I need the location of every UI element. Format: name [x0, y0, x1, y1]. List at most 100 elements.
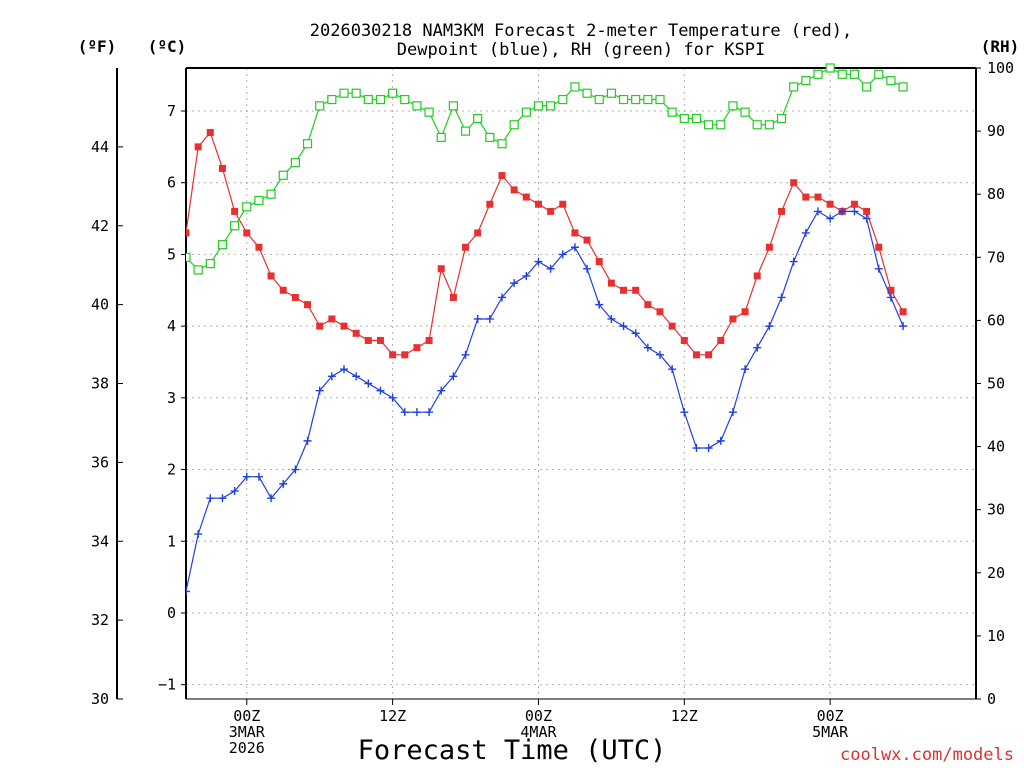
rh-tick-label: 40 — [987, 438, 1005, 456]
dewpoint-point — [874, 264, 883, 273]
rh-point — [570, 82, 580, 92]
temperature-point — [814, 193, 822, 201]
temperature-point — [243, 229, 251, 237]
rh-tick-label: 70 — [987, 248, 1005, 266]
celsius-tick-label: 5 — [167, 245, 176, 263]
dewpoint-point — [498, 293, 506, 302]
temperature-point — [547, 207, 555, 215]
dewpoint-point — [242, 472, 251, 481]
temperature-point — [522, 193, 530, 201]
x-tick-label: 00Z — [525, 707, 552, 725]
dewpoint-point — [643, 343, 652, 352]
x-axis-label: Forecast Time (UTC) — [358, 735, 667, 766]
fahrenheit-tick-label: 30 — [91, 690, 109, 708]
dewpoint-point — [814, 207, 822, 216]
dewpoint-point — [412, 408, 421, 417]
rh-point — [460, 126, 471, 136]
dewpoint-point — [899, 322, 908, 331]
dewpoint-point — [619, 322, 628, 331]
rh-point — [825, 63, 835, 73]
temperature-point — [765, 243, 773, 251]
rh-point — [789, 82, 799, 92]
temperature-point — [668, 322, 676, 330]
rh-point — [716, 120, 726, 130]
temperature-point — [753, 272, 761, 280]
dewpoint-point — [583, 264, 592, 273]
temperature-point — [729, 315, 737, 323]
dewpoint-point — [826, 214, 835, 223]
rh-point — [533, 101, 544, 111]
dewpoint-point — [449, 372, 458, 381]
temperature-point — [559, 200, 567, 208]
x-tick-label: 00Z — [817, 707, 844, 725]
dewpoint-point — [534, 257, 543, 266]
rh-point — [679, 113, 689, 124]
temperature-point — [680, 336, 688, 344]
rh-tick-label: 80 — [987, 185, 1005, 203]
dewpoint-point — [668, 365, 677, 374]
rh-point — [764, 120, 774, 130]
dewpoint-point — [741, 365, 750, 374]
rh-point — [351, 88, 361, 98]
temperature-point — [620, 286, 628, 294]
rh-point — [618, 94, 629, 105]
temperature-point — [534, 200, 542, 208]
fahrenheit-tick-label: 34 — [91, 532, 109, 550]
rh-point — [302, 139, 313, 149]
celsius-tick-label: 7 — [167, 102, 176, 120]
dewpoint-point — [716, 436, 725, 445]
rh-point — [801, 76, 811, 86]
fahrenheit-tick-label: 44 — [91, 138, 109, 156]
rh-point — [837, 69, 847, 79]
rh-point — [509, 120, 519, 130]
temperature-point — [401, 351, 409, 359]
temperature-point — [437, 265, 445, 273]
celsius-tick-label: 3 — [167, 389, 176, 407]
rh-point — [862, 82, 872, 92]
celsius-tick-label: 0 — [167, 604, 176, 622]
chart-title-line-1: 2026030218 NAM3KM Forecast 2-meter Tempe… — [310, 21, 852, 41]
celsius-tick-label: 4 — [167, 317, 176, 335]
dewpoint-point — [728, 408, 737, 417]
rh-point — [776, 113, 787, 124]
temperature-point — [717, 336, 725, 344]
rh-point — [388, 88, 398, 98]
rh-point — [327, 94, 337, 105]
x-tick-label: 12Z — [379, 707, 406, 725]
series-layer — [170, 63, 908, 596]
rh-point — [631, 94, 641, 105]
dewpoint-point — [753, 343, 762, 352]
x-tick-label: 00Z — [233, 707, 260, 725]
dewpoint-point — [789, 257, 798, 266]
fahrenheit-tick-label: 40 — [91, 296, 109, 314]
dewpoint-point — [546, 264, 555, 273]
dewpoint-point — [194, 530, 203, 539]
dewpoint-point — [607, 314, 616, 323]
dewpoint-point — [704, 444, 713, 453]
ticks-layer: −101234567303234363840424401020304050607… — [91, 59, 1014, 757]
fahrenheit-tick-label: 38 — [91, 375, 109, 393]
rh-point — [497, 139, 507, 149]
temperature-point — [340, 322, 348, 330]
rh-tick-label: 90 — [987, 122, 1005, 140]
temperature-point — [644, 301, 652, 309]
temperature-point — [899, 308, 907, 316]
rh-point — [254, 195, 264, 206]
rh-point — [290, 158, 300, 168]
temperature-point — [595, 258, 603, 266]
dewpoint-point — [510, 279, 519, 288]
rh-point — [740, 107, 750, 117]
temperature-point — [194, 143, 202, 151]
rh-point — [205, 259, 215, 269]
rh-point — [594, 94, 604, 105]
celsius-tick-label: 1 — [167, 532, 176, 550]
temperature-point — [607, 279, 615, 287]
dewpoint-point — [777, 293, 786, 302]
x-tick-label: 4MAR — [520, 723, 557, 741]
credit-text: coolwx.com/models — [840, 745, 1014, 765]
dewpoint-point — [886, 293, 895, 302]
rh-point — [898, 82, 908, 92]
rh-point — [315, 101, 325, 111]
rh-point — [170, 215, 178, 223]
rh-point — [363, 94, 373, 105]
